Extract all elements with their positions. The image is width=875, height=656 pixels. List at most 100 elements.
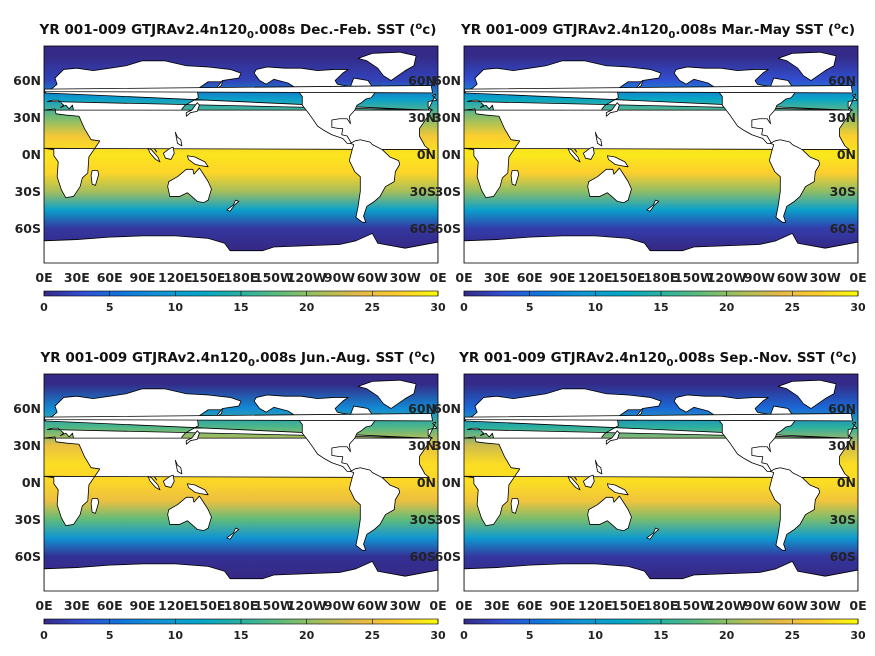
landmass [594, 131, 603, 147]
y-tick-label: 60S [15, 549, 41, 564]
x-tick-label: 90E [130, 598, 156, 613]
x-tick-label: 150W [254, 270, 294, 285]
y-tick-label: 0N [22, 475, 41, 490]
colorbar-tick-label: 10 [588, 629, 604, 642]
x-tick-label: 150W [674, 598, 714, 613]
x-tick-label: 150E [191, 598, 226, 613]
x-tick-label: 0E [849, 270, 866, 285]
landmass [44, 410, 436, 422]
landmass [510, 170, 520, 186]
y-tick-label-right: 60S [830, 221, 856, 236]
y-tick-label-right: 30S [410, 184, 436, 199]
landmass [44, 561, 438, 591]
sst-map [464, 46, 858, 263]
colorbar-tick-label: 30 [430, 301, 446, 314]
x-tick-label: 0E [455, 270, 472, 285]
x-tick-label: 90E [550, 270, 576, 285]
x-tick-label: 120W [287, 598, 327, 613]
landmass [174, 131, 183, 147]
title-unit-superscript: o [836, 349, 843, 360]
y-tick-label: 30S [15, 184, 41, 199]
landmass [768, 139, 821, 223]
y-tick-label: 60S [435, 549, 461, 564]
x-tick-label: 30E [64, 270, 90, 285]
y-tick-label-right: 60S [410, 549, 436, 564]
landmass [90, 170, 100, 186]
x-tick-label: 0E [849, 598, 866, 613]
land [44, 379, 438, 591]
y-tick-label-right: 30N [408, 110, 436, 125]
colorbar-tick-label: 25 [785, 629, 800, 642]
x-tick-label: 30E [484, 598, 510, 613]
landmass [147, 147, 161, 163]
landmass [167, 167, 212, 203]
landmass [464, 233, 858, 263]
landmass [606, 155, 629, 168]
x-tick-label: 120W [287, 270, 327, 285]
y-tick-label: 30N [433, 438, 461, 453]
x-tick-label: 150W [674, 270, 714, 285]
x-tick-label: 90E [550, 598, 576, 613]
title-unit: c) [841, 22, 855, 38]
landmass [186, 483, 209, 496]
x-tick-label: 180E [644, 598, 679, 613]
colorbar-tick-label: 0 [460, 301, 468, 314]
y-tick-label-right: 60N [408, 73, 436, 88]
y-tick-label-right: 0N [417, 475, 436, 490]
landmass [357, 379, 417, 409]
landmass [464, 82, 856, 94]
title-subscript: 0 [248, 358, 255, 369]
x-tick-label: 150E [611, 270, 646, 285]
y-tick-label-right: 30N [408, 438, 436, 453]
x-tick-label: 30W [390, 270, 421, 285]
title-suffix: .008s Dec.-Feb. SST ( [254, 22, 415, 38]
landmass [44, 82, 436, 94]
colorbar-tick-label: 5 [106, 629, 114, 642]
x-tick-label: 120E [158, 598, 193, 613]
colorbar-tick-label: 15 [653, 301, 668, 314]
map-frame [463, 45, 859, 264]
colorbar-tick-label: 5 [526, 629, 534, 642]
landmass [594, 459, 603, 475]
y-tick-label-right: 30S [830, 184, 856, 199]
title-prefix: YR 001-009 GTJRAv2.4n120 [39, 22, 247, 38]
landmass [162, 146, 175, 160]
panel-title: YR 001-009 GTJRAv2.4n1200.008s Jun.-Aug.… [39, 349, 435, 369]
land [464, 379, 858, 591]
x-tick-label: 60E [97, 598, 123, 613]
title-unit: c) [422, 22, 436, 38]
x-tick-label: 120W [707, 270, 747, 285]
panel-mar-may: YR 001-009 GTJRAv2.4n1200.008s Mar.-May … [433, 21, 866, 314]
y-tick-label-right: 60N [408, 401, 436, 416]
y-tick-label: 60S [15, 221, 41, 236]
y-tick-label: 60S [435, 221, 461, 236]
colorbar-tick-label: 0 [40, 629, 48, 642]
landmass [464, 388, 858, 481]
panel-title: YR 001-009 GTJRAv2.4n1200.008s Dec.-Feb.… [39, 21, 437, 41]
panel-title: YR 001-009 GTJRAv2.4n1200.008s Mar.-May … [460, 21, 855, 41]
landmass [357, 51, 417, 81]
colorbar-tick-label: 10 [168, 301, 184, 314]
landmass [464, 561, 858, 591]
x-tick-label: 60W [777, 270, 808, 285]
x-tick-label: 120W [707, 598, 747, 613]
landmass [44, 233, 438, 263]
landmass [174, 459, 183, 475]
title-prefix: YR 001-009 GTJRAv2.4n120 [460, 22, 668, 38]
landmass [777, 51, 837, 81]
y-tick-label: 30N [13, 438, 41, 453]
y-tick-label: 0N [442, 147, 461, 162]
x-tick-label: 60W [777, 598, 808, 613]
x-tick-label: 120E [578, 598, 613, 613]
x-tick-label: 90W [744, 270, 775, 285]
y-tick-label-right: 0N [417, 147, 436, 162]
x-tick-label: 30W [810, 270, 841, 285]
colorbar-tick-label: 10 [588, 301, 604, 314]
y-tick-label: 30S [15, 512, 41, 527]
panels: YR 001-009 GTJRAv2.4n120 0 .008s Dec.-Feb.… [13, 21, 866, 642]
landmass [348, 467, 401, 551]
landmass [768, 467, 821, 551]
colorbar-tick-label: 20 [299, 301, 315, 314]
landmass [147, 475, 161, 491]
